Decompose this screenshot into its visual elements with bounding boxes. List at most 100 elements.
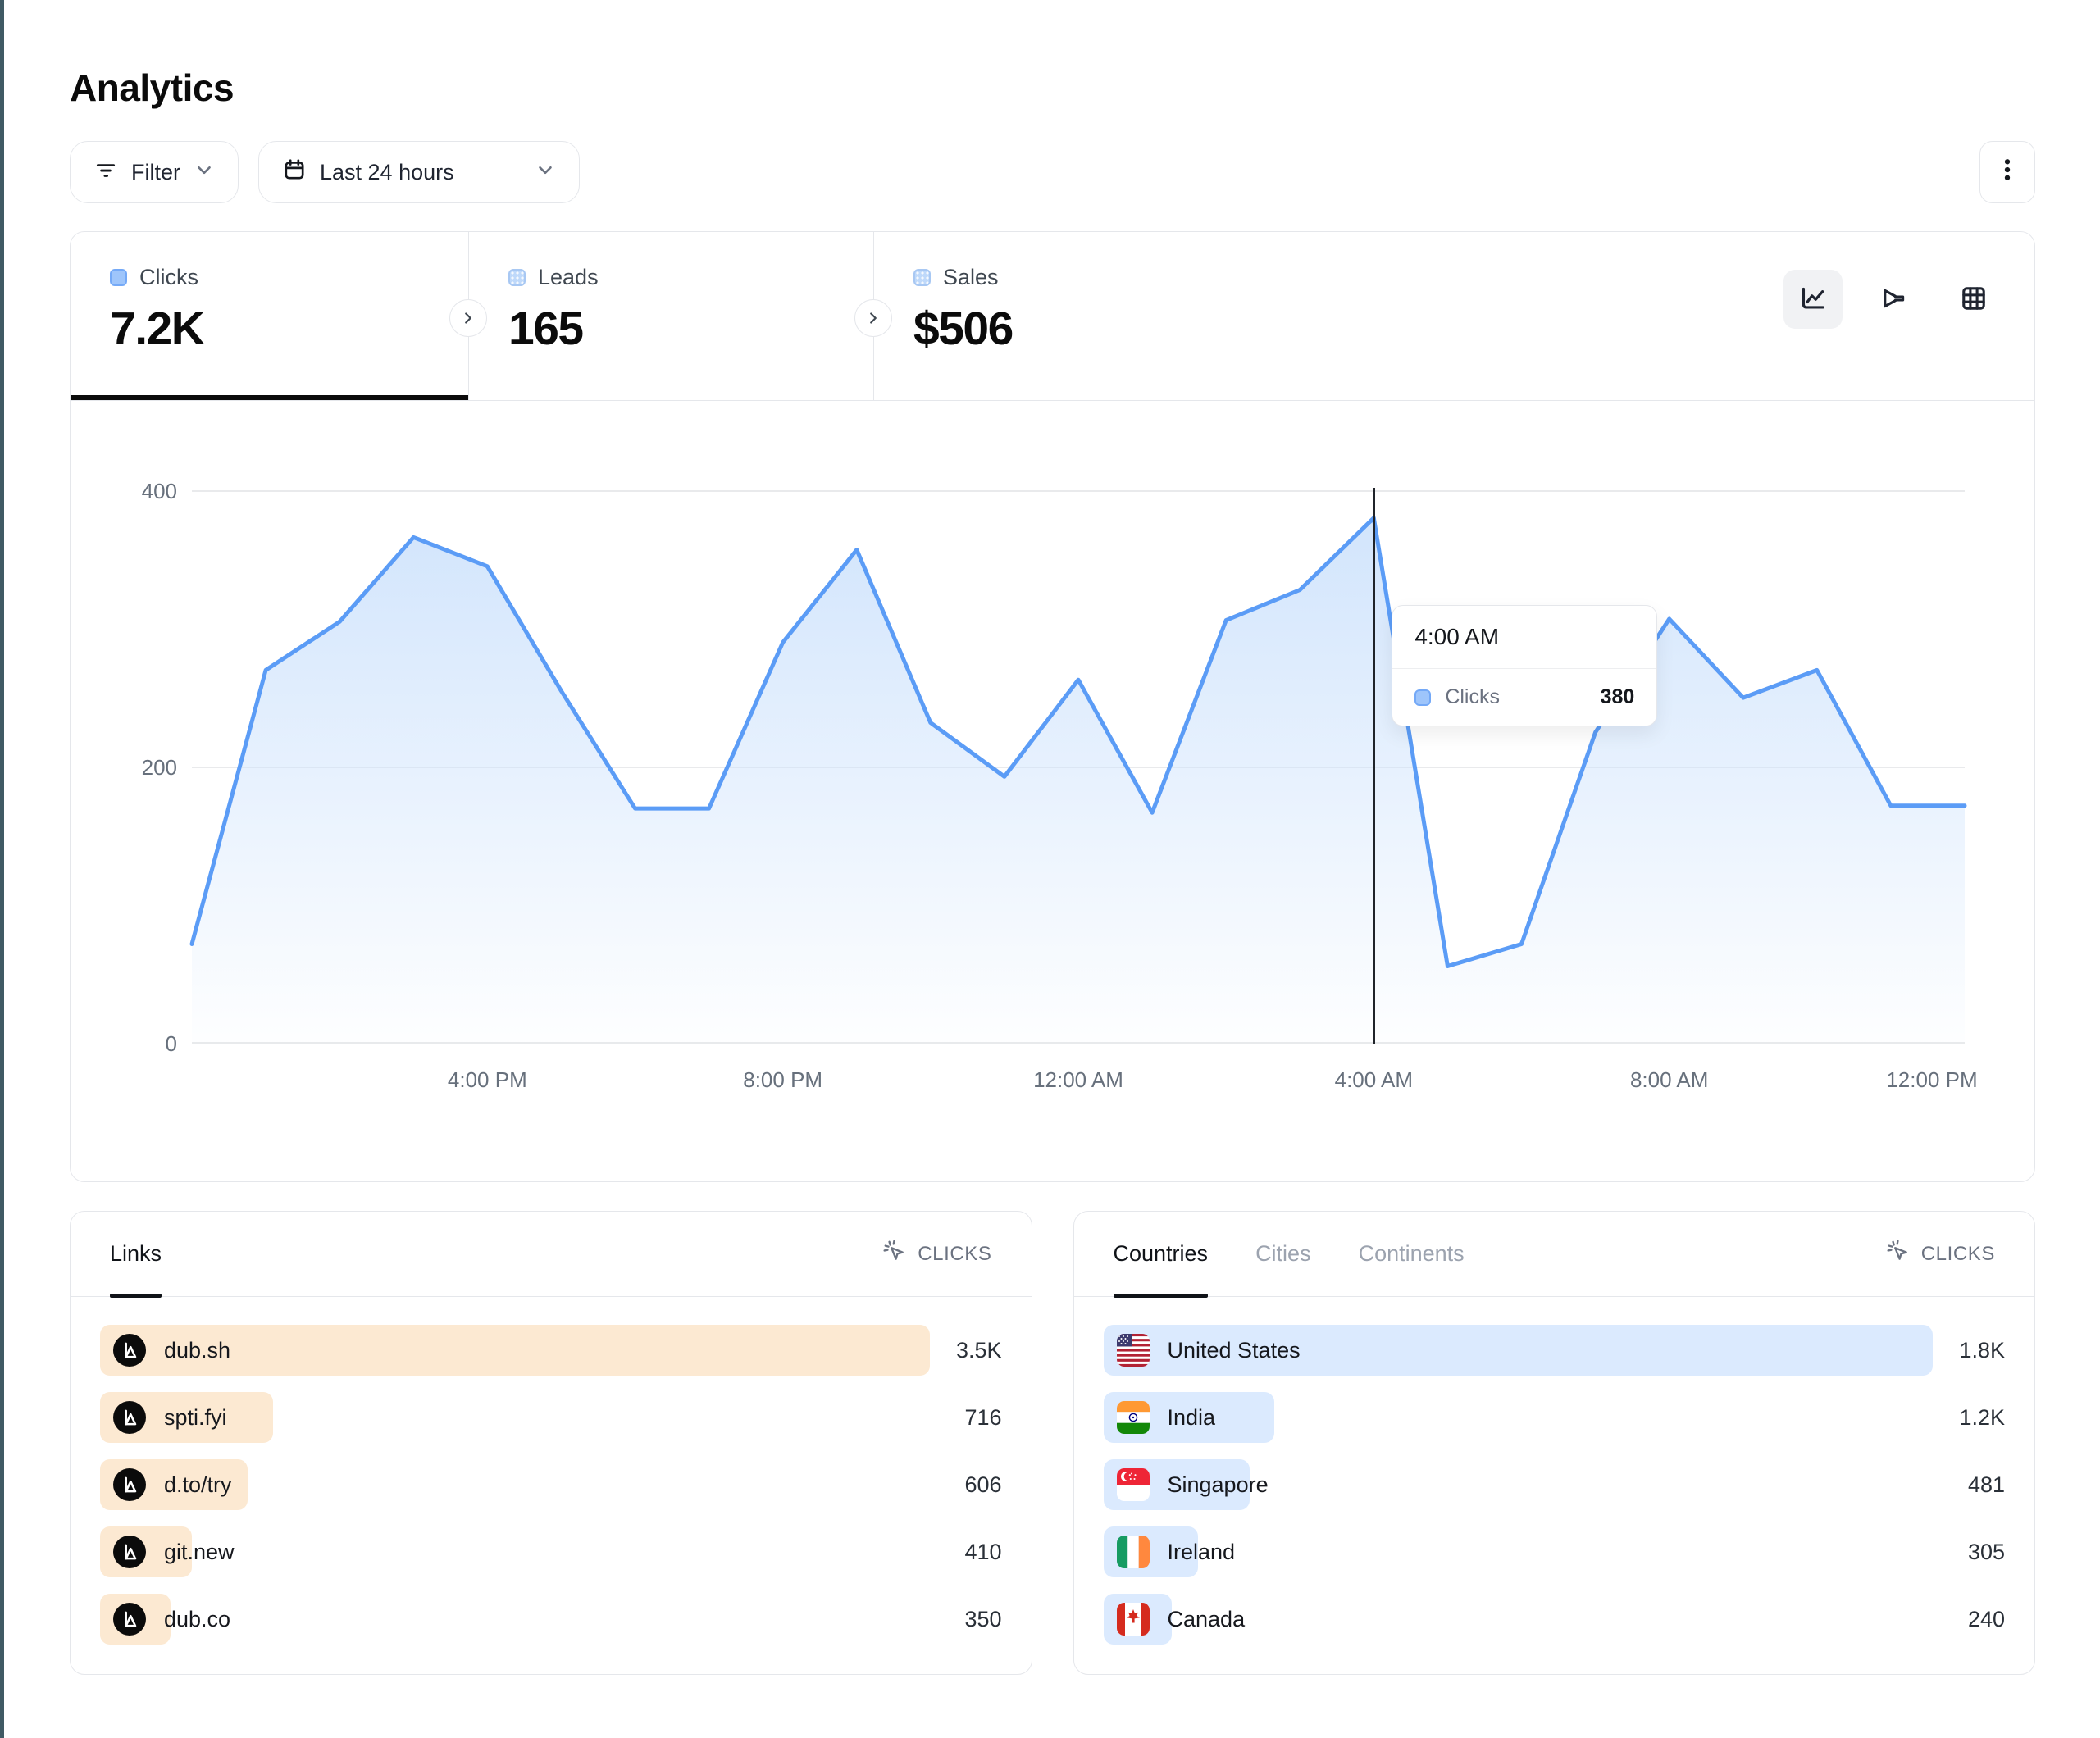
country-row[interactable]: Canada 240 xyxy=(1103,1594,2005,1645)
row-label: d.to/try xyxy=(164,1472,232,1497)
row-label: Canada xyxy=(1167,1606,1246,1631)
stat-value-clicks: 7.2K xyxy=(110,303,205,355)
stat-value-sales: $506 xyxy=(913,303,1014,355)
row-value: 606 xyxy=(964,1472,1002,1497)
date-range-button[interactable]: Last 24 hours xyxy=(258,141,580,203)
row-label: dub.sh xyxy=(164,1337,231,1363)
links-card: Links CLICKS dub.sh 3.5K spti.fyi 716 d.to/t… xyxy=(70,1211,1032,1675)
stat-tab-sales[interactable]: Sales $506 xyxy=(874,232,2034,400)
link-row[interactable]: dub.co 350 xyxy=(100,1594,1002,1645)
cursor-click-icon xyxy=(1886,1239,1911,1269)
tooltip-value: 380 xyxy=(1600,685,1635,708)
expand-leads-chevron[interactable] xyxy=(854,299,892,337)
country-row[interactable]: United States 1.8K xyxy=(1103,1325,2005,1376)
area-chart-svg xyxy=(189,516,1967,1044)
row-value: 305 xyxy=(1967,1539,2005,1564)
toolbar: Filter Last 24 hours xyxy=(70,141,2035,203)
dub-logo-icon xyxy=(113,1468,146,1501)
expand-clicks-chevron[interactable] xyxy=(449,299,487,337)
calendar-icon xyxy=(282,157,307,188)
links-metric-label: CLICKS xyxy=(918,1242,992,1265)
country-row[interactable]: Ireland 305 xyxy=(1103,1526,2005,1577)
stat-label-leads: Leads xyxy=(538,265,599,289)
flag-icon-sg xyxy=(1116,1468,1150,1501)
tooltip-series-name: Clicks xyxy=(1445,685,1500,708)
row-value: 716 xyxy=(964,1404,1002,1430)
date-range-label: Last 24 hours xyxy=(320,159,454,184)
row-value: 1.2K xyxy=(1959,1404,2005,1430)
filter-button-label: Filter xyxy=(131,159,180,184)
row-label: dub.co xyxy=(164,1606,231,1631)
funnel-icon xyxy=(1879,284,1908,316)
tab-countries[interactable]: Countries xyxy=(1113,1212,1208,1298)
more-options-button[interactable] xyxy=(1979,141,2035,203)
dub-logo-icon xyxy=(113,1334,146,1367)
links-metric-selector[interactable]: CLICKS xyxy=(882,1239,991,1269)
dub-logo-icon xyxy=(113,1603,146,1636)
countries-metric-label: CLICKS xyxy=(1920,1242,1995,1265)
link-row[interactable]: dub.sh 3.5K xyxy=(100,1325,1002,1376)
row-label: India xyxy=(1167,1404,1216,1430)
dub-logo-icon xyxy=(113,1401,146,1434)
usage-bar xyxy=(1103,1325,1934,1376)
usage-bar xyxy=(100,1325,930,1376)
y-axis-tick: 200 xyxy=(141,755,177,780)
chevron-down-icon xyxy=(535,159,556,186)
kebab-menu-icon xyxy=(1995,156,2020,189)
stat-tab-clicks[interactable]: Clicks 7.2K xyxy=(71,232,469,400)
stat-value-leads: 165 xyxy=(508,303,584,355)
tooltip-clicks-swatch xyxy=(1414,689,1432,706)
y-axis-tick: 400 xyxy=(141,479,177,503)
hover-crosshair-line xyxy=(1372,488,1375,1044)
stat-tab-leads[interactable]: Leads 165 xyxy=(469,232,874,400)
sales-legend-swatch xyxy=(913,269,931,286)
x-axis-tick: 12:00 PM xyxy=(1886,1067,1978,1092)
tab-cities[interactable]: Cities xyxy=(1255,1241,1311,1266)
table-view-button[interactable] xyxy=(1944,270,2003,329)
flag-icon-ca xyxy=(1116,1603,1150,1636)
stats-tabs: Clicks 7.2K Leads 165 Sales $506 xyxy=(71,232,2034,401)
tab-continents[interactable]: Continents xyxy=(1358,1241,1465,1266)
page-title: Analytics xyxy=(70,66,235,109)
clicks-legend-swatch xyxy=(110,269,127,286)
table-grid-icon xyxy=(1959,284,1988,316)
row-value: 1.8K xyxy=(1959,1337,2005,1363)
x-axis-tick: 8:00 AM xyxy=(1629,1067,1709,1092)
funnel-view-button[interactable] xyxy=(1864,270,1923,329)
country-row[interactable]: India 1.2K xyxy=(1103,1392,2005,1443)
country-row[interactable]: Singapore 481 xyxy=(1103,1459,2005,1510)
x-axis-tick: 4:00 AM xyxy=(1334,1067,1414,1092)
line-chart-icon xyxy=(1798,284,1828,316)
row-value: 350 xyxy=(964,1606,1002,1631)
tab-links[interactable]: Links xyxy=(110,1212,162,1298)
chart-view-toggles xyxy=(1783,270,2003,329)
row-value: 3.5K xyxy=(955,1337,1002,1363)
row-label: Ireland xyxy=(1167,1539,1236,1564)
row-label: Singapore xyxy=(1167,1472,1269,1497)
leads-legend-swatch xyxy=(508,269,526,286)
link-row[interactable]: d.to/try 606 xyxy=(100,1459,1002,1510)
countries-metric-selector[interactable]: CLICKS xyxy=(1886,1239,1995,1269)
row-label: git.new xyxy=(164,1539,235,1564)
x-axis-tick: 4:00 PM xyxy=(447,1067,527,1092)
line-chart-view-button[interactable] xyxy=(1783,270,1843,329)
x-axis-labels: 4:00 PM 8:00 PM 12:00 AM 4:00 AM 8:00 AM 12:0… xyxy=(192,1067,1978,1100)
stat-label-sales: Sales xyxy=(943,265,999,289)
dub-logo-icon xyxy=(113,1536,146,1568)
row-value: 240 xyxy=(1967,1606,2005,1631)
gridline-400 xyxy=(192,490,1965,492)
row-value: 410 xyxy=(964,1539,1002,1564)
x-axis-tick: 12:00 AM xyxy=(1033,1067,1123,1092)
window-edge-strip xyxy=(0,0,4,1738)
stat-label-clicks: Clicks xyxy=(139,265,198,289)
breakdown-cards: Links CLICKS dub.sh 3.5K spti.fyi 716 d.to/t… xyxy=(70,1211,2035,1675)
chevron-down-icon xyxy=(194,159,215,186)
clicks-area-chart[interactable]: 400 200 0 4:00 AM Clicks xyxy=(142,479,1978,1092)
tooltip-time: 4:00 AM xyxy=(1392,606,1657,669)
filter-icon xyxy=(93,157,118,188)
cursor-click-icon xyxy=(882,1239,907,1269)
flag-icon-us xyxy=(1116,1334,1150,1367)
link-row[interactable]: spti.fyi 716 xyxy=(100,1392,1002,1443)
link-row[interactable]: git.new 410 xyxy=(100,1526,1002,1577)
filter-button[interactable]: Filter xyxy=(70,141,239,203)
